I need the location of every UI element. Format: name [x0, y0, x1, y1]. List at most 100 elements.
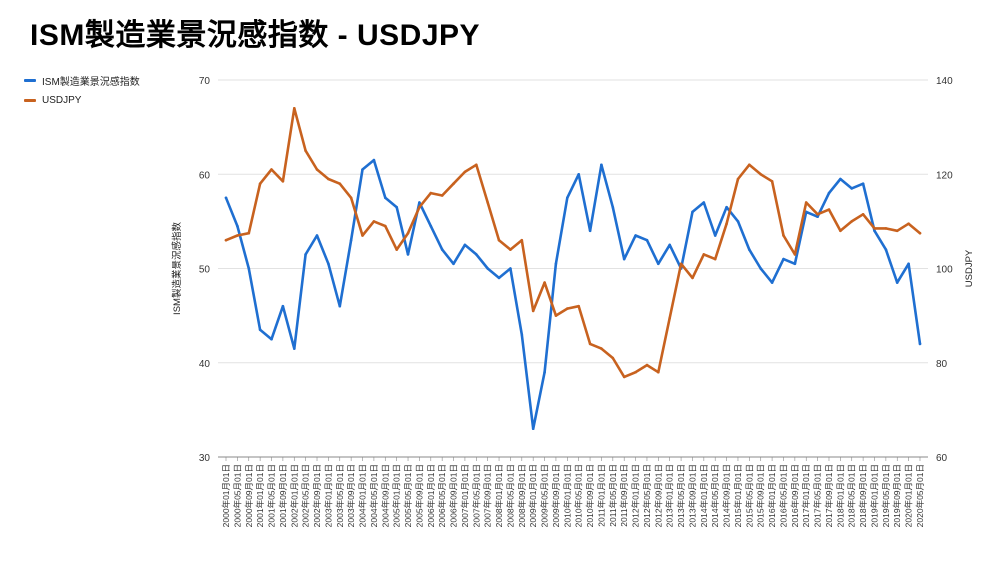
x-tick-label: 2009年09月01日 [551, 464, 561, 527]
usdjpy-data-point [793, 253, 797, 256]
ism-data-point [736, 220, 740, 223]
ism-data-point [270, 337, 273, 341]
x-tick-label: 2020年01月01日 [904, 464, 914, 527]
ism-data-point [668, 243, 671, 247]
usdjpy-data-point [486, 201, 490, 204]
x-tick-label: 2002年09月01日 [312, 464, 322, 527]
usdjpy-data-point [304, 149, 307, 152]
y-axis-label-left: ISM製造業景況感指数 [171, 222, 183, 315]
x-tick-label: 2000年05月01日 [232, 464, 242, 527]
usdjpy-data-point [543, 281, 546, 284]
ism-data-point [327, 262, 330, 266]
x-tick-label: 2007年01月01日 [460, 464, 470, 527]
x-tick-label: 2001年01月01日 [255, 464, 265, 527]
ism-data-point [509, 267, 512, 270]
x-tick-label: 2020年05月01日 [915, 464, 925, 527]
ism-data-point [691, 210, 694, 214]
usdjpy-data-point [236, 234, 239, 237]
x-tick-label: 2004年05月01日 [369, 464, 379, 527]
ism-data-point [543, 370, 546, 374]
x-tick-label: 2015年05月01日 [744, 464, 754, 527]
x-tick-label: 2002年05月01日 [301, 464, 311, 527]
ism-data-point [566, 196, 569, 200]
x-tick-label: 2018年01月01日 [835, 464, 845, 527]
series-line-usdjpy [224, 107, 922, 379]
x-tick-label: 2002年01月01日 [289, 464, 299, 527]
x-tick-label: 2016年01月01日 [767, 464, 777, 527]
x-tick-label: 2011年05月01日 [608, 464, 618, 527]
ism-data-point [611, 205, 615, 209]
legend-label-ism: ISM製造業景況感指数 [42, 76, 140, 88]
ism-data-point [907, 262, 910, 266]
x-tick-label: 2010年05月01日 [574, 464, 584, 527]
ism-data-point [702, 201, 706, 204]
usdjpy-data-point [281, 180, 285, 183]
ism-data-point [475, 253, 478, 256]
usdjpy-data-point [520, 238, 524, 242]
usdjpy-data-point [839, 229, 842, 233]
usdjpy-data-point [452, 182, 455, 185]
usdjpy-data-point [861, 213, 865, 216]
usdjpy-data-point [702, 253, 706, 256]
right-axis-ticks: 60 80 100 120 140 [936, 76, 953, 464]
usdjpy-data-point [327, 177, 330, 181]
x-tick-label: 2011年09月01日 [619, 464, 629, 527]
usdjpy-data-point [531, 309, 535, 313]
series-line-ism [224, 158, 922, 431]
usdjpy-data-point [463, 170, 467, 174]
x-tick-label: 2014年09月01日 [722, 464, 732, 527]
usdjpy-data-point [804, 201, 808, 204]
x-tick-label: 2001年05月01日 [267, 464, 277, 527]
x-tick-label: 2013年05月01日 [676, 464, 686, 527]
usdjpy-data-point [600, 347, 603, 350]
x-tick-label: 2008年01月01日 [494, 464, 504, 527]
right-tick-label: 140 [936, 76, 953, 87]
x-tick-label: 2008年09月01日 [517, 464, 527, 527]
ism-data-point [713, 234, 717, 237]
x-tick-label: 2018年09月01日 [858, 464, 868, 527]
legend: ISM製造業景況感指数 USDJPY [24, 70, 140, 110]
usdjpy-data-point [645, 363, 649, 367]
x-tick-label: 2009年01月01日 [528, 464, 538, 527]
x-tick-label: 2003年01月01日 [323, 464, 333, 527]
ism-data-point [554, 262, 558, 266]
ism-data-point [918, 342, 922, 346]
usdjpy-data-point [224, 238, 228, 242]
left-tick-label: 60 [199, 170, 211, 181]
left-tick-label: 40 [199, 359, 211, 370]
ism-data-point [452, 262, 455, 266]
ism-data-point [418, 201, 421, 204]
x-tick-label: 2003年05月01日 [335, 464, 345, 527]
usdjpy-data-point [588, 342, 592, 346]
x-tick-label: 2019年09月01日 [892, 464, 902, 527]
left-tick-label: 50 [199, 265, 211, 276]
ism-data-point [315, 234, 319, 237]
ism-data-point [497, 276, 501, 280]
legend-item-ism: ISM製造業景況感指数 [24, 70, 140, 90]
x-tick-label: 2015年09月01日 [756, 464, 766, 527]
ism-data-point [281, 304, 285, 308]
usdjpy-data-point [679, 262, 683, 266]
ism-data-point [759, 267, 762, 270]
usdjpy-data-point [736, 177, 740, 181]
ism-data-point [236, 224, 239, 228]
usdjpy-data-point [418, 205, 421, 209]
usdjpy-data-point [361, 234, 364, 237]
usdjpy-data-point [258, 182, 262, 185]
x-tick-label: 2001年09月01日 [278, 464, 288, 527]
legend-swatch-ism [24, 78, 36, 82]
ism-data-point [224, 196, 228, 200]
ism-data-point [531, 427, 535, 431]
usdjpy-data-point [566, 307, 569, 310]
usdjpy-data-point [691, 276, 694, 280]
ism-data-point [645, 238, 649, 242]
x-tick-label: 2017年09月01日 [824, 464, 834, 527]
x-tick-label: 2012年05月01日 [642, 464, 652, 527]
ism-data-point [657, 262, 660, 266]
usdjpy-data-point [748, 163, 751, 167]
ism-data-point [429, 224, 433, 228]
right-tick-label: 80 [936, 359, 948, 370]
chart-title: ISM製造業景況感指数 - USDJPY [30, 19, 481, 52]
usdjpy-data-point [384, 224, 387, 228]
